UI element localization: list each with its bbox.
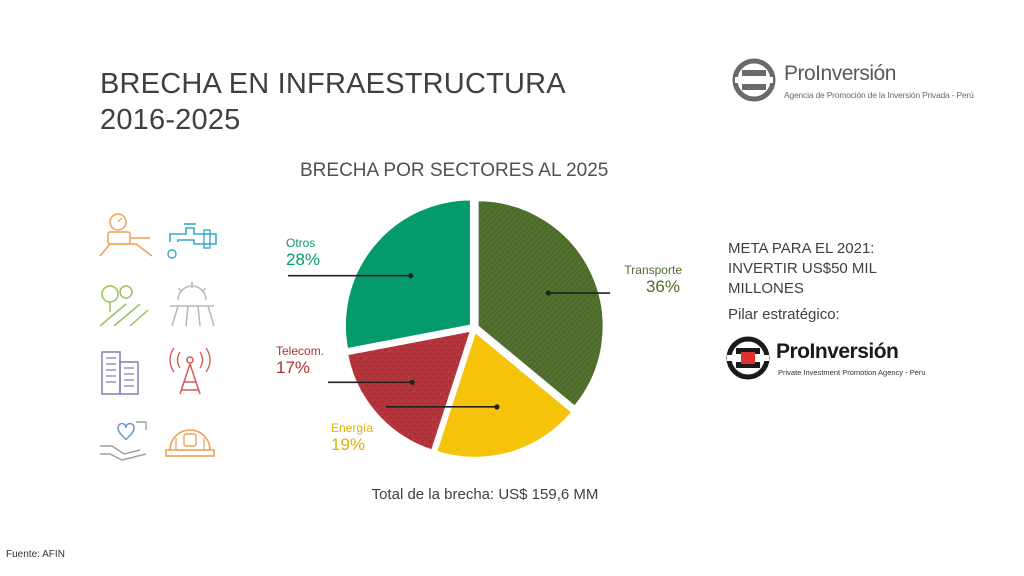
brand-logo-top: ProInversión Agencia de Promoción de la … xyxy=(732,56,974,106)
trees-road-icon xyxy=(99,285,149,327)
slice-value-otros: 28% xyxy=(286,250,321,269)
pie-slice-telecom xyxy=(346,329,473,452)
total-gap-text: Total de la brecha: US$ 159,6 MM xyxy=(371,486,599,503)
sector-pie-chart xyxy=(288,198,610,459)
brand-logo-bottom: ProInversión Private Investment Promotio… xyxy=(724,334,926,384)
pie-slice-energa xyxy=(434,330,574,459)
strategic-pillar-label: Pilar estratégico: xyxy=(728,306,840,323)
slice-category-telecom: Telecom. xyxy=(276,344,325,358)
slice-label-telecom: Telecom. 17% xyxy=(276,344,324,378)
slice-value-telecom: 17% xyxy=(276,358,311,377)
brand-tagline-bottom: Private Investment Promotion Agency - Pe… xyxy=(778,368,926,377)
slice-category-transporte: Transporte xyxy=(624,263,682,277)
title-line-1: BRECHA EN INFRAESTRUCTURA xyxy=(100,68,566,100)
goal-line-2: INVERTIR US$50 MIL xyxy=(728,260,877,277)
faucet-pipe-icon xyxy=(167,223,217,259)
slice-category-energia: Energía xyxy=(331,421,374,435)
heart-hands-icon xyxy=(100,421,147,461)
brand-tagline: Agencia de Promoción de la Inversión Pri… xyxy=(784,90,974,100)
leader-dot-transporte xyxy=(545,290,551,296)
proinversion-seal-icon xyxy=(732,58,776,102)
buildings-icon xyxy=(101,351,139,395)
proinversion-seal-color-icon xyxy=(726,336,770,380)
chart-title: BRECHA POR SECTORES AL 2025 xyxy=(300,160,609,181)
brand-name-bottom: ProInversión xyxy=(776,340,899,363)
slice-value-transporte: 36% xyxy=(645,277,680,296)
slice-value-energia: 19% xyxy=(331,435,366,454)
goal-block: META PARA EL 2021: INVERTIR US$50 MIL MI… xyxy=(728,239,877,325)
slice-label-otros: Otros 28% xyxy=(286,236,320,270)
pie-slice-transporte xyxy=(476,199,605,409)
slice-category-otros: Otros xyxy=(286,236,316,250)
hard-hat-icon xyxy=(165,429,215,457)
water-meter-icon xyxy=(99,213,153,257)
sun-field-icon xyxy=(170,282,215,327)
pie-slice-otros xyxy=(343,198,472,351)
source-note: Fuente: AFIN xyxy=(6,549,65,560)
title-line-2: 2016-2025 xyxy=(100,104,241,136)
leader-dot-telecom xyxy=(409,379,416,385)
antenna-tower-icon xyxy=(169,347,211,395)
brand-name: ProInversión xyxy=(784,62,896,85)
slice-label-energia: Energía 19% xyxy=(331,421,373,455)
slide-title: BRECHA EN INFRAESTRUCTURA 2016-2025 xyxy=(100,66,566,138)
goal-line-3: MILLONES xyxy=(728,280,804,297)
leader-dot-otros xyxy=(408,273,414,279)
goal-line-1: META PARA EL 2021: xyxy=(728,240,875,257)
slice-label-transporte: Transporte 36% xyxy=(620,263,682,297)
leader-dot-energa xyxy=(494,404,500,410)
